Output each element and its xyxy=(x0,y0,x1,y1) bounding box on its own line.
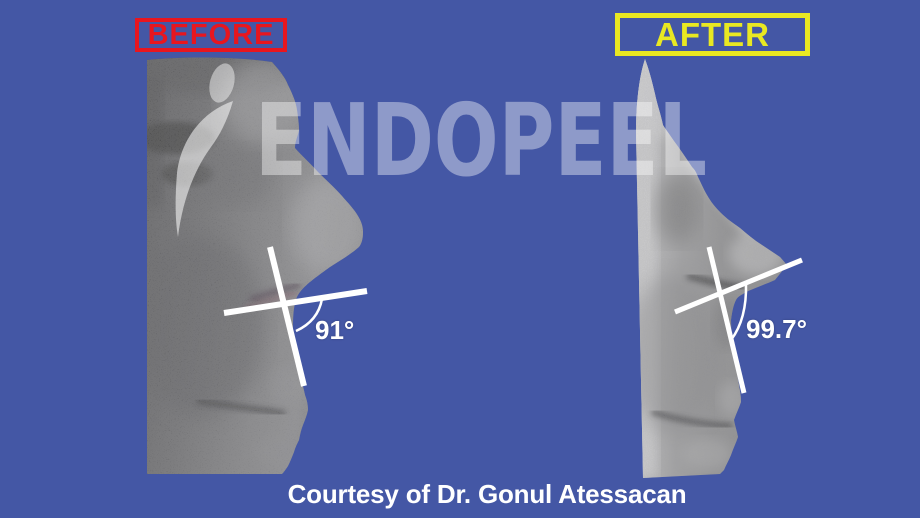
after-angle-value: 99.7° xyxy=(746,314,808,344)
after-label: AFTER xyxy=(655,16,770,53)
before-photo xyxy=(147,57,363,474)
before-label: BEFORE xyxy=(147,18,275,51)
endopeel-logo-icon xyxy=(175,63,235,237)
before-angle-value: 91° xyxy=(315,315,355,345)
before-label-box: BEFORE xyxy=(135,18,287,52)
endopeel-watermark-text: ENDOPEEL xyxy=(255,99,707,199)
credit-text: Courtesy of Dr. Gonul Atessacan xyxy=(287,479,687,509)
after-label-box: AFTER xyxy=(615,13,810,56)
endopeel-watermark: ENDOPEEL xyxy=(255,99,707,199)
